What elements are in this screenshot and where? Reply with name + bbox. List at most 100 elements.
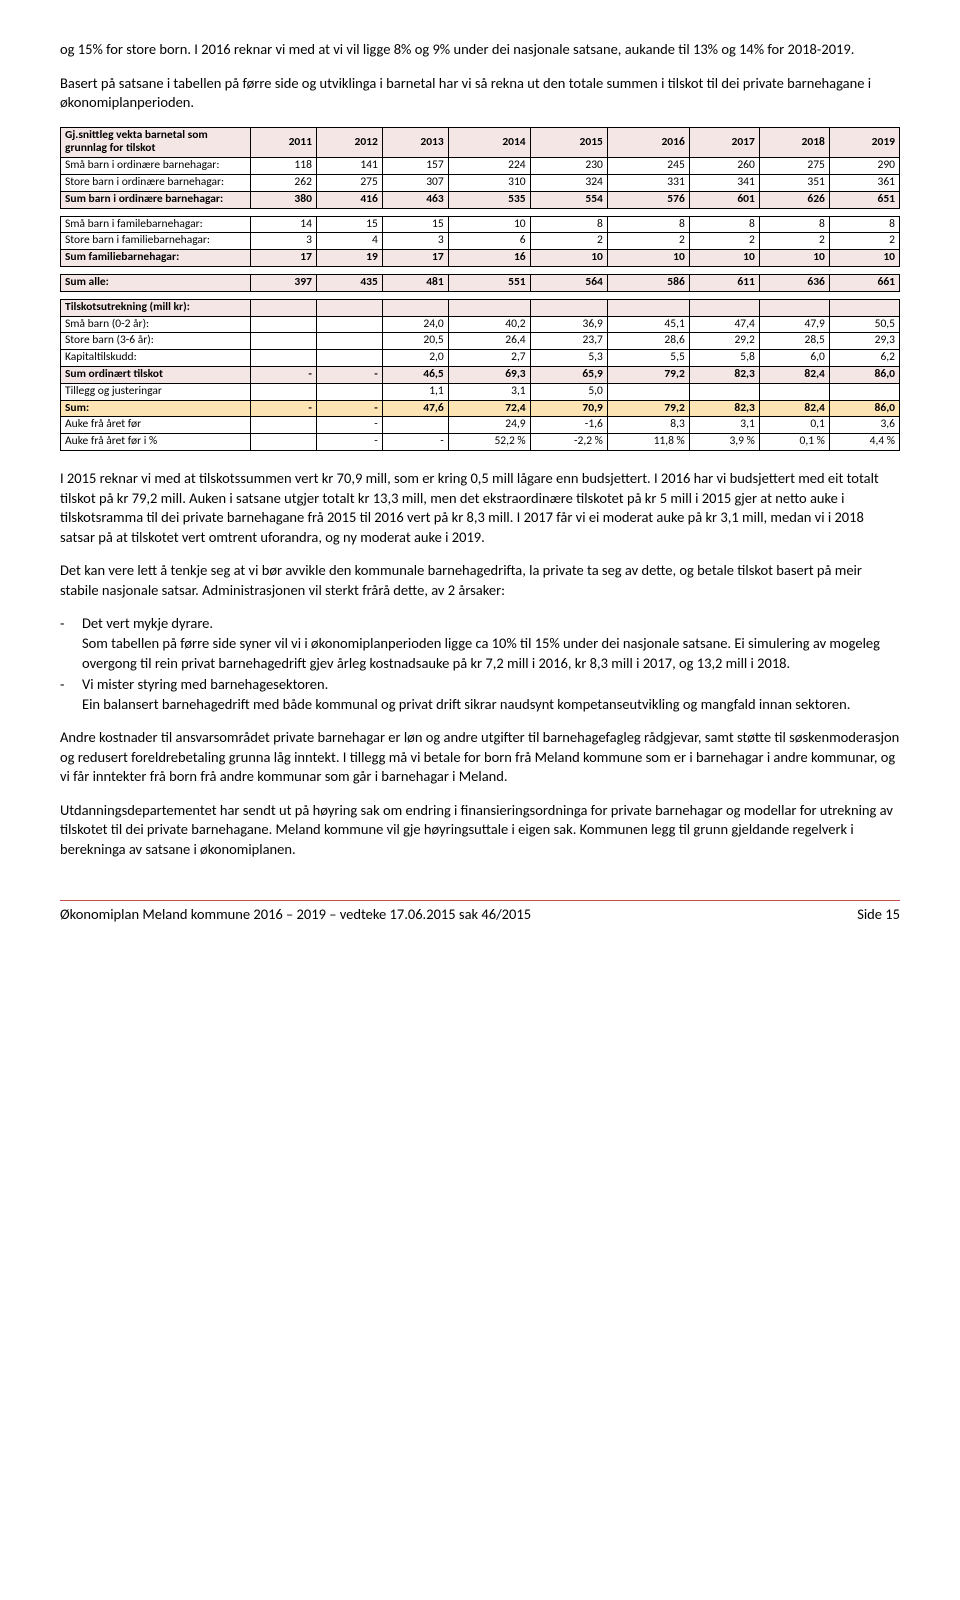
table-cell: 3,1 [448,383,530,400]
table-cell: 70,9 [530,400,607,417]
paragraph-1: og 15% for store born. I 2016 reknar vi … [60,40,900,60]
table-cell: 2,7 [448,350,530,367]
table-header: Gj.snittleg vekta barnetal som grunnlag … [61,127,251,158]
table-cell: 10 [689,250,759,267]
table-cell: 380 [251,191,317,208]
table-cell: 141 [316,158,382,175]
table-cell: 416 [316,191,382,208]
table-cell: - [251,400,317,417]
bullet-list: -Det vert mykje dyrare.Som tabellen på f… [60,614,900,714]
table-header: 2019 [829,127,899,158]
table-header: 2014 [448,127,530,158]
table-cell: - [251,367,317,384]
table-cell: 45,1 [607,316,689,333]
table-cell [759,299,829,316]
table-cell: 86,0 [829,367,899,384]
table-cell: 8,3 [607,417,689,434]
table-cell: 611 [689,275,759,292]
table-cell: 47,4 [689,316,759,333]
table-cell: 17 [251,250,317,267]
table-cell: 47,9 [759,316,829,333]
table-cell: -1,6 [530,417,607,434]
table-cell: 29,3 [829,333,899,350]
table-cell: Auke frå året før [61,417,251,434]
data-table: Gj.snittleg vekta barnetal som grunnlag … [60,127,900,451]
table-cell: 8 [829,216,899,233]
bullet-text: Det vert mykje dyrare.Som tabellen på fø… [82,614,900,673]
paragraph-6: Utdanningsdepartementet har sendt ut på … [60,801,900,860]
table-cell: 157 [382,158,448,175]
table-header: 2011 [251,127,317,158]
table-cell: 17 [382,250,448,267]
table-cell: 6,0 [759,350,829,367]
table-cell: 8 [607,216,689,233]
table-cell: 118 [251,158,317,175]
table-cell: - [316,434,382,451]
table-cell: Store barn i familiebarnehagar: [61,233,251,250]
table-cell [316,350,382,367]
table-cell [530,299,607,316]
table-cell: 4 [316,233,382,250]
table-cell: 262 [251,175,317,192]
table-cell: Sum ordinært tilskot [61,367,251,384]
table-cell: 28,6 [607,333,689,350]
table-cell: 331 [607,175,689,192]
table-cell: 224 [448,158,530,175]
table-cell [689,299,759,316]
table-cell [316,316,382,333]
table-header: 2016 [607,127,689,158]
table-cell: 351 [759,175,829,192]
table-cell: 52,2 % [448,434,530,451]
table-cell: 6,2 [829,350,899,367]
table-cell: 601 [689,191,759,208]
table-cell: 481 [382,275,448,292]
bullet-text: Vi mister styring med barnehagesektoren.… [82,675,900,714]
table-section-header: Tilskotsutrekning (mill kr): [61,299,251,316]
table-cell: 40,2 [448,316,530,333]
bullet-body: Ein balansert barnehagedrift med både ko… [82,695,900,715]
table-cell: 82,4 [759,400,829,417]
table-cell: 463 [382,191,448,208]
table-cell [607,299,689,316]
table-cell: - [316,400,382,417]
table-cell: 36,9 [530,316,607,333]
table-cell: Sum alle: [61,275,251,292]
table-cell: 651 [829,191,899,208]
table-cell: 3 [251,233,317,250]
bullet-head: Det vert mykje dyrare. [82,614,900,634]
table-cell: 26,4 [448,333,530,350]
table-cell: 79,2 [607,400,689,417]
table-cell: 3 [382,233,448,250]
table-cell: 3,1 [689,417,759,434]
table-cell: 636 [759,275,829,292]
table-cell: 15 [316,216,382,233]
table-cell: 5,0 [530,383,607,400]
table-cell: 69,3 [448,367,530,384]
table-cell: Små barn i ordinære barnehagar: [61,158,251,175]
table-cell: 6 [448,233,530,250]
table-cell: 4,4 % [829,434,899,451]
table-cell: 661 [829,275,899,292]
table-cell: 397 [251,275,317,292]
bullet-head: Vi mister styring med barnehagesektoren. [82,675,900,695]
table-cell: 554 [530,191,607,208]
table-cell: 82,3 [689,367,759,384]
paragraph-4: Det kan vere lett å tenkje seg at vi bør… [60,561,900,600]
table-cell: 65,9 [530,367,607,384]
table-cell: Kapitaltilskudd: [61,350,251,367]
table-cell: 11,8 % [607,434,689,451]
table-cell: 245 [607,158,689,175]
bullet-body: Som tabellen på førre side syner vil vi … [82,634,900,673]
table-cell: 72,4 [448,400,530,417]
table-cell: Auke frå året før i % [61,434,251,451]
table-cell: 29,2 [689,333,759,350]
table-cell: 435 [316,275,382,292]
table-cell: - [382,434,448,451]
table-cell: 5,8 [689,350,759,367]
table-cell: 626 [759,191,829,208]
table-cell: 586 [607,275,689,292]
table-cell: Sum: [61,400,251,417]
table-cell [251,333,317,350]
table-cell: 324 [530,175,607,192]
table-cell [689,383,759,400]
